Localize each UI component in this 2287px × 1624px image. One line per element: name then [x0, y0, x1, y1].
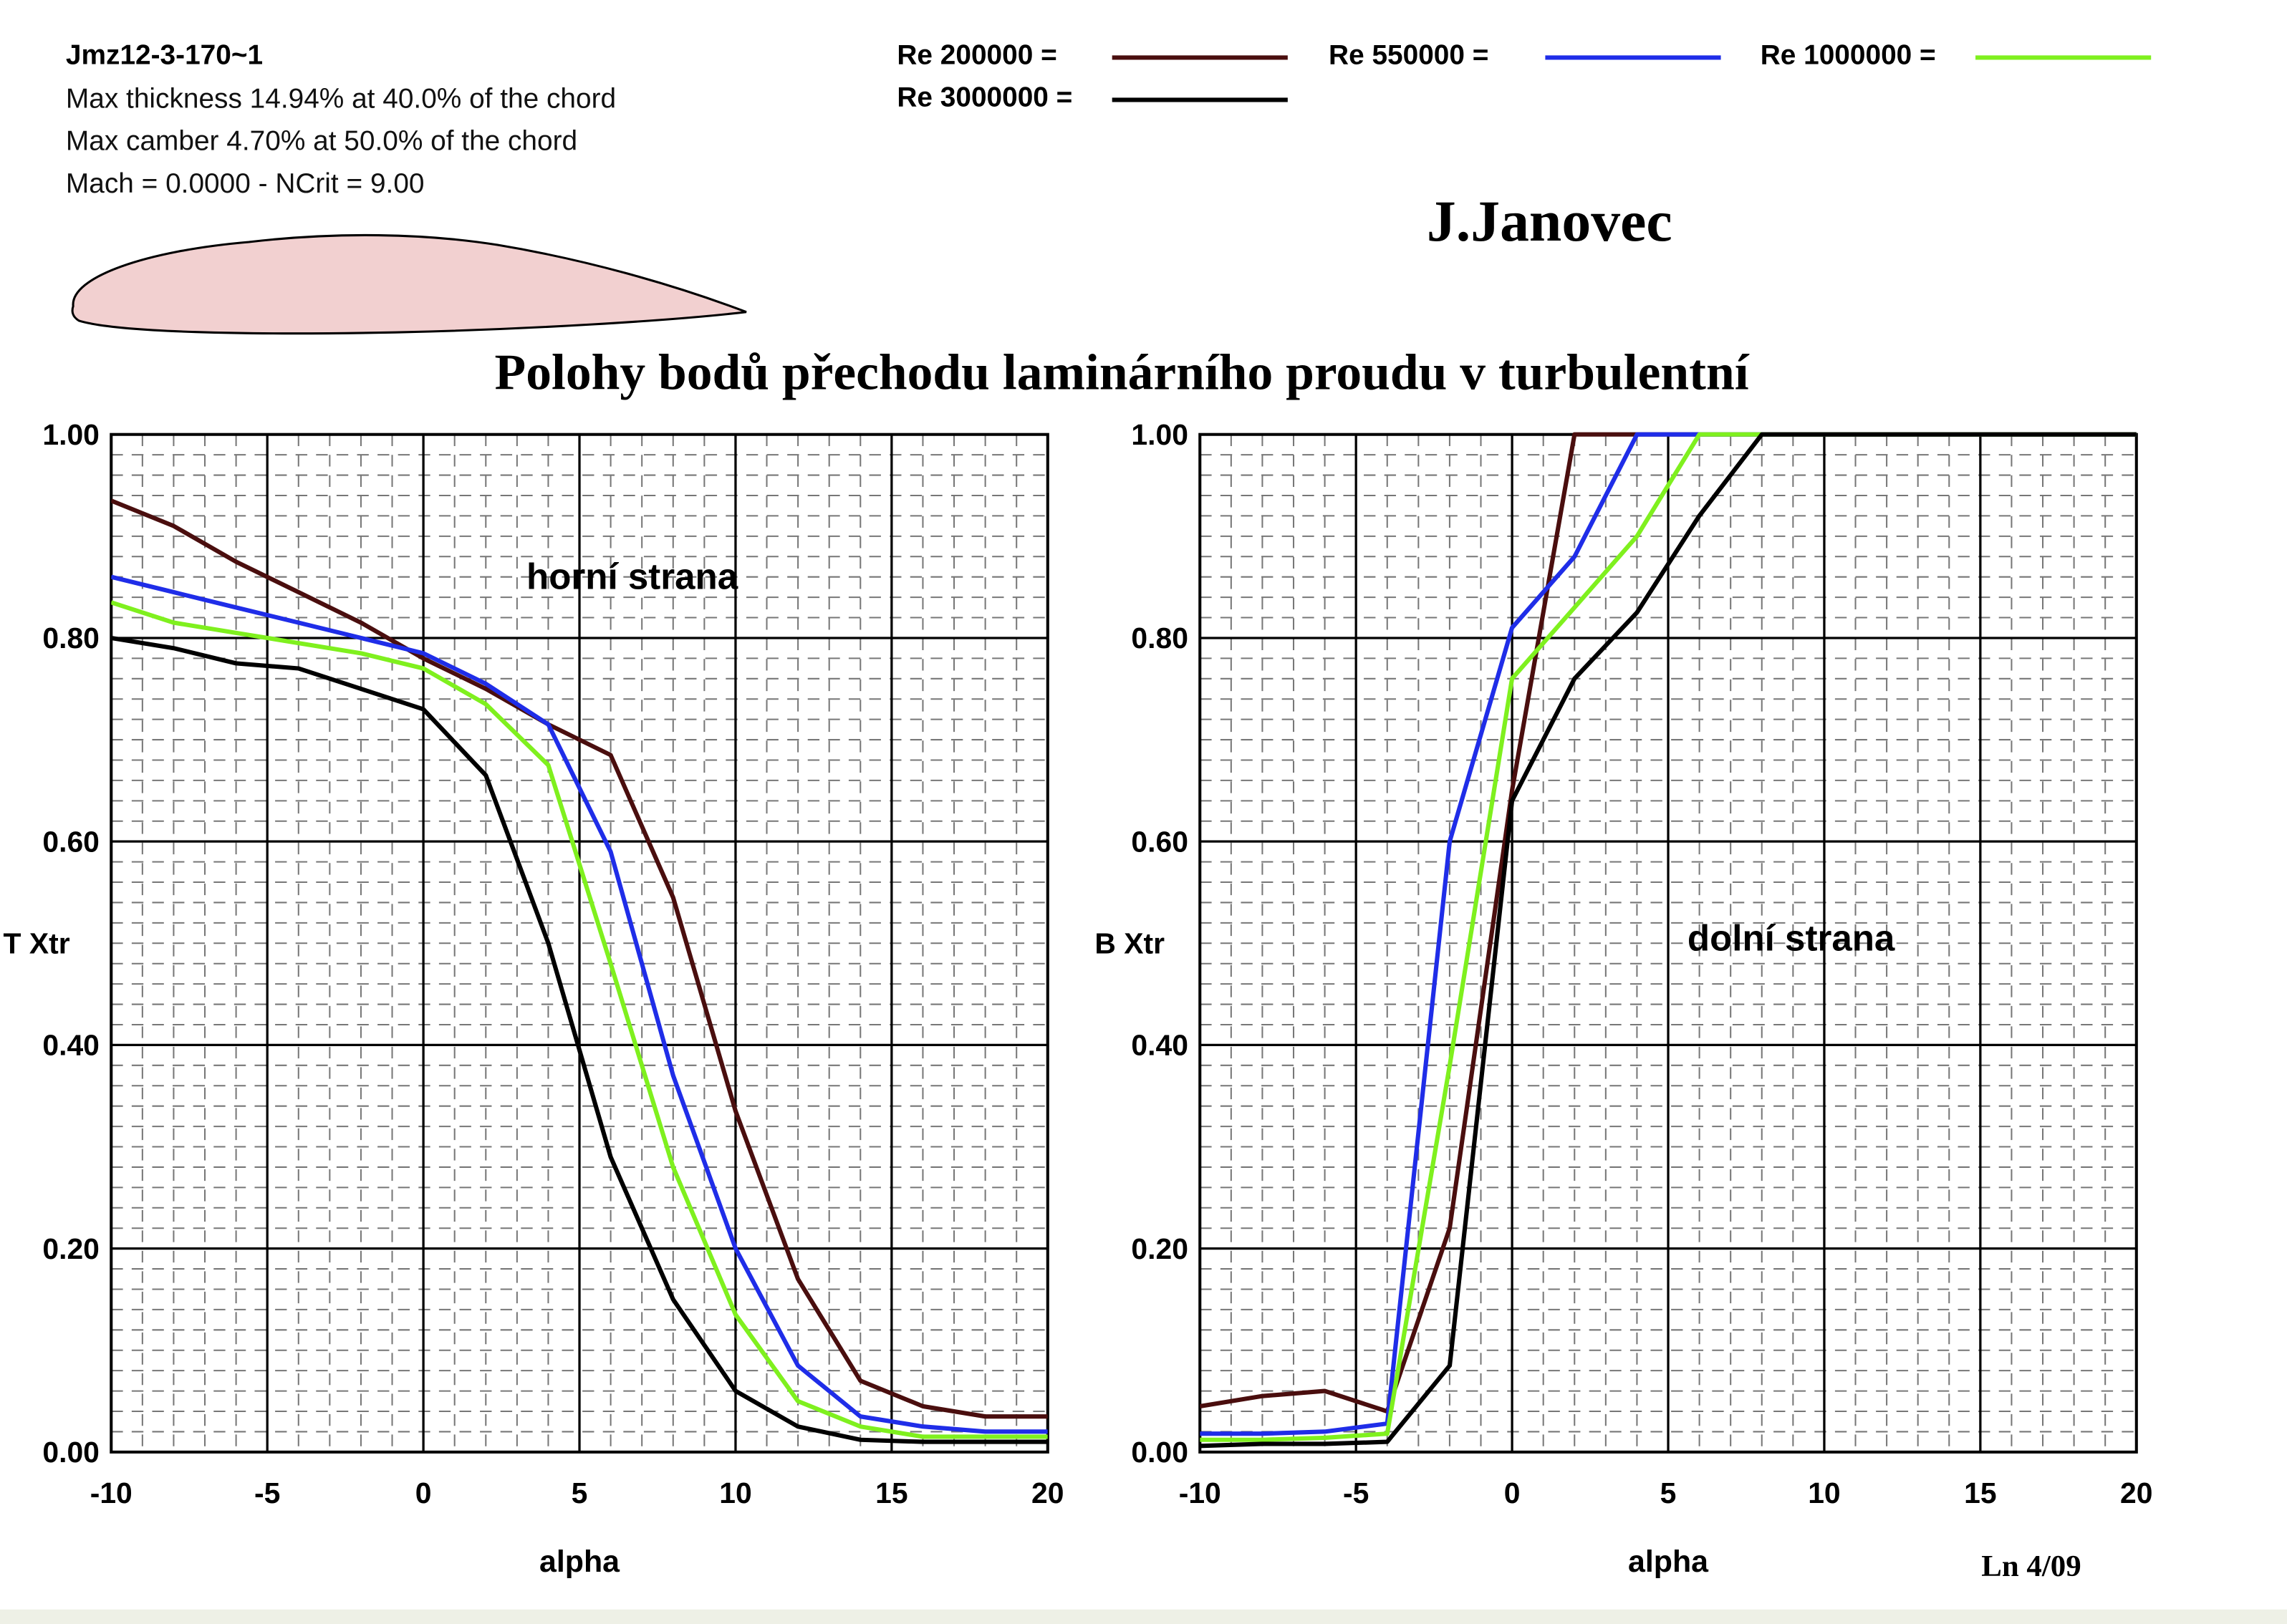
- x-tick-label: -5: [254, 1476, 280, 1509]
- series-line-re-1000000: [111, 600, 1048, 1439]
- y-tick-label: 0.20: [42, 1232, 100, 1265]
- y-tick-label: 0.40: [1131, 1029, 1188, 1062]
- major-grid: [1198, 433, 2138, 1454]
- x-tick-label: 20: [1031, 1476, 1064, 1509]
- legend-swatch-re1000000: [1975, 55, 2152, 60]
- legend-label-re1000000: Re 1000000 =: [1760, 41, 1936, 72]
- y-tick-label: 0.00: [1131, 1436, 1188, 1469]
- mach-info: Mach = 0.0000 - NCrit = 9.00: [65, 169, 425, 200]
- chart-bottom-side: -10 -5 0 5 10 15 20 0.00 0.20 0.40 0.60 0.80 1.00 alp…: [1094, 418, 2152, 1579]
- y-tick-label: 0.40: [42, 1029, 100, 1062]
- x-tick-label: -5: [1343, 1476, 1369, 1509]
- legend-swatch-re3000000: [1112, 97, 1288, 102]
- thickness-info: Max thickness 14.94% at 40.0% of the cho…: [65, 84, 617, 115]
- x-tick-label: 0: [1504, 1476, 1521, 1509]
- y-tick-label: 1.00: [42, 418, 100, 451]
- airfoil-shape: [71, 233, 747, 335]
- series-group: [1200, 432, 2137, 1449]
- x-tick-label: -10: [90, 1476, 133, 1509]
- legend-swatch-re200000: [1112, 55, 1288, 60]
- x-axis-label: alpha: [1628, 1545, 1709, 1579]
- series-line-re-200000: [111, 498, 1048, 1419]
- x-tick-label: 20: [2120, 1476, 2152, 1509]
- x-tick-label: 15: [875, 1476, 907, 1509]
- legend-label-re200000: Re 200000 =: [897, 41, 1057, 72]
- side-annotation: horní strana: [526, 556, 738, 597]
- plot-frame: [110, 432, 1049, 1454]
- bottom-strip: [0, 1609, 2287, 1624]
- x-tick-label: 5: [572, 1476, 588, 1509]
- series-line-re-3000000: [1200, 432, 2137, 1449]
- series-line-re-3000000: [111, 635, 1048, 1444]
- y-axis-label: B Xtr: [1094, 927, 1165, 960]
- y-tick-label: 0.60: [1131, 825, 1188, 858]
- footnote: Ln 4/09: [1981, 1548, 2081, 1584]
- side-annotation: dolní strana: [1687, 918, 1895, 959]
- legend-label-re550000: Re 550000 =: [1329, 41, 1489, 72]
- x-tick-label: 10: [719, 1476, 751, 1509]
- x-tick-label: -10: [1179, 1476, 1221, 1509]
- author-name: J.Janovec: [1426, 188, 1672, 254]
- y-tick-label: 1.00: [1131, 418, 1188, 451]
- series-group: [111, 498, 1048, 1444]
- airfoil-name: Jmz12-3-170~1: [65, 41, 264, 72]
- y-tick-label: 0.60: [42, 825, 100, 858]
- x-tick-label: 15: [1964, 1476, 1996, 1509]
- x-axis-label: alpha: [539, 1545, 620, 1579]
- chart-top-side: -10 -5 0 5 10 15 20 0.00 0.20 0.40 0.60 0.80 1.00 alp…: [4, 418, 1064, 1579]
- series-line-re-550000: [111, 574, 1048, 1434]
- airfoil-outline: [71, 233, 747, 335]
- y-tick-label: 0.00: [42, 1436, 100, 1469]
- y-tick-label: 0.80: [1131, 622, 1188, 654]
- y-tick-label: 0.80: [42, 622, 100, 654]
- legend-label-re3000000: Re 3000000 =: [897, 83, 1073, 114]
- camber-info: Max camber 4.70% at 50.0% of the chord: [65, 127, 578, 158]
- x-tick-label: 5: [1660, 1476, 1677, 1509]
- x-tick-label: 10: [1808, 1476, 1840, 1509]
- x-tick-label: 0: [415, 1476, 432, 1509]
- chart-title: Polohy bodů přechodu laminárního proudu …: [494, 344, 1749, 401]
- y-tick-label: 0.20: [1131, 1232, 1188, 1265]
- legend-swatch-re550000: [1545, 55, 1721, 60]
- y-axis-label: T Xtr: [4, 927, 70, 960]
